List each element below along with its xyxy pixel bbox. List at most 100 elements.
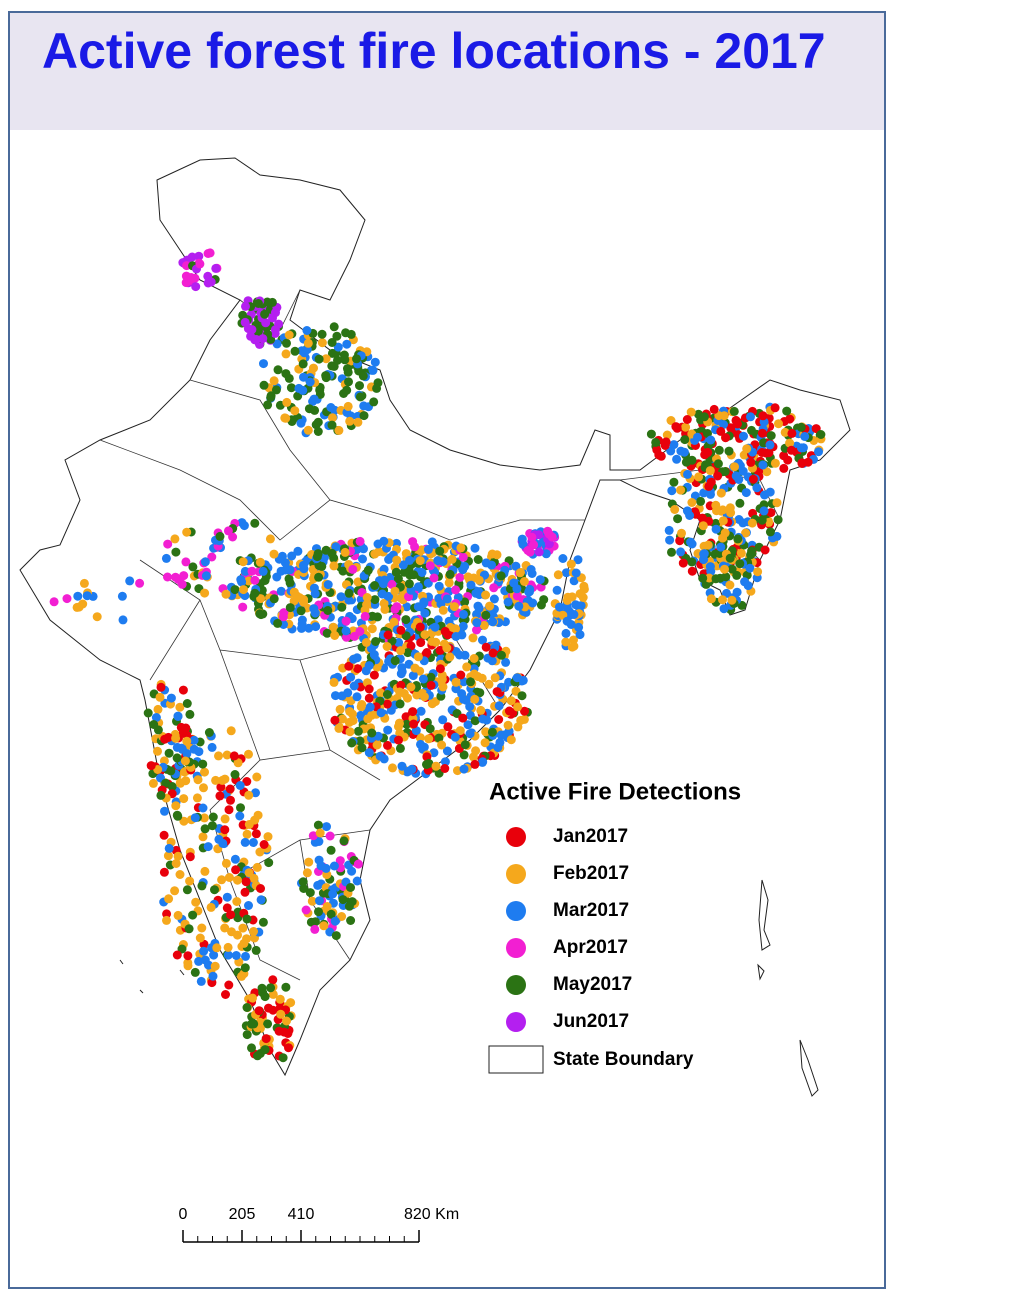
fire-dot xyxy=(346,916,356,925)
fire-dot xyxy=(431,637,441,647)
fire-dot xyxy=(224,873,234,882)
fire-dot xyxy=(199,783,208,793)
fire-dot xyxy=(364,684,374,694)
fire-dot xyxy=(761,448,771,458)
fire-dot xyxy=(370,595,380,605)
fire-dot xyxy=(403,693,412,703)
fire-dot xyxy=(247,1043,256,1053)
fire-dot xyxy=(270,328,280,338)
fire-dot xyxy=(207,821,217,831)
fire-dot xyxy=(310,924,320,934)
fire-dot xyxy=(380,575,390,585)
fire-dot xyxy=(271,385,281,395)
fire-dot xyxy=(399,567,409,577)
fire-dot xyxy=(440,764,450,773)
fire-dot xyxy=(682,415,692,424)
fire-dot xyxy=(337,602,347,612)
fire-dot xyxy=(252,862,262,872)
fire-dot xyxy=(416,706,426,716)
fire-dot xyxy=(741,528,751,538)
fire-dot xyxy=(450,732,460,742)
fire-dot xyxy=(242,777,252,786)
fire-dot xyxy=(762,467,772,477)
fire-dot xyxy=(328,889,338,899)
fire-dot xyxy=(395,687,405,697)
fire-dot xyxy=(254,1006,264,1016)
fire-dot xyxy=(182,527,192,537)
fire-dot xyxy=(278,612,288,622)
fire-dot xyxy=(173,910,183,920)
fire-dot xyxy=(469,654,479,663)
fire-dot xyxy=(222,892,232,902)
fire-dot xyxy=(397,663,407,673)
fire-dot xyxy=(420,630,430,640)
fire-dot xyxy=(209,950,219,960)
fire-dot xyxy=(746,457,756,467)
fire-dot xyxy=(281,349,291,359)
fire-dot xyxy=(259,359,268,369)
fire-dot xyxy=(758,460,768,470)
fire-dot xyxy=(740,577,750,587)
fire-dot xyxy=(226,795,235,805)
fire-dot xyxy=(364,693,374,703)
fire-dot xyxy=(206,902,216,912)
fire-dot xyxy=(175,870,185,879)
fire-dot xyxy=(766,431,776,441)
fire-dot xyxy=(535,575,545,585)
fire-dot xyxy=(235,781,245,790)
fire-dot xyxy=(290,346,300,356)
fire-dot xyxy=(718,533,728,543)
fire-dot xyxy=(574,622,584,632)
fire-dot xyxy=(309,363,318,373)
fire-dot xyxy=(409,570,419,580)
fire-dot xyxy=(258,566,268,576)
fire-dot xyxy=(336,592,346,602)
fire-dot xyxy=(721,433,731,443)
fire-dot xyxy=(216,782,226,792)
fire-dot xyxy=(504,706,514,716)
fire-dot xyxy=(395,718,404,728)
fire-dot xyxy=(309,394,319,404)
fire-dot xyxy=(166,766,176,776)
fire-dot xyxy=(497,650,506,660)
fire-dot xyxy=(233,875,242,885)
fire-dot xyxy=(424,734,434,744)
fire-dot xyxy=(346,672,356,682)
fire-dot xyxy=(310,405,320,415)
fire-dot xyxy=(343,364,352,374)
fire-dot xyxy=(319,921,329,931)
fire-dot xyxy=(390,656,400,666)
fire-dot xyxy=(429,573,439,583)
fire-dot xyxy=(719,411,729,421)
fire-dot xyxy=(344,588,354,598)
fire-dot xyxy=(683,469,692,479)
fire-dot xyxy=(162,909,172,919)
fire-dot xyxy=(287,551,297,561)
fire-dot xyxy=(337,912,347,921)
fire-dot xyxy=(735,498,745,508)
fire-dot xyxy=(233,758,243,768)
fire-dot xyxy=(404,579,414,589)
fire-dot xyxy=(675,536,685,546)
fire-dot xyxy=(705,466,715,476)
fire-dot xyxy=(248,993,257,1003)
fire-dot xyxy=(468,633,478,643)
fire-dot xyxy=(470,716,480,726)
fire-dot xyxy=(238,557,248,567)
fire-dot xyxy=(488,648,498,658)
fire-dot xyxy=(816,430,826,439)
fire-dot xyxy=(49,597,59,607)
fire-dot xyxy=(747,425,756,435)
fire-dot xyxy=(471,588,481,598)
fire-dot xyxy=(460,561,470,571)
fire-dot xyxy=(458,552,468,562)
fire-dot xyxy=(765,527,775,537)
fire-dot xyxy=(226,726,236,736)
fire-dot xyxy=(248,838,258,847)
fire-dot xyxy=(236,575,246,585)
fire-dot xyxy=(171,733,181,743)
fire-dot xyxy=(182,736,192,746)
scale-bar: 0 205 410 820 Km xyxy=(179,1206,459,1243)
fire-dot xyxy=(268,975,278,985)
fire-dot xyxy=(711,574,721,584)
